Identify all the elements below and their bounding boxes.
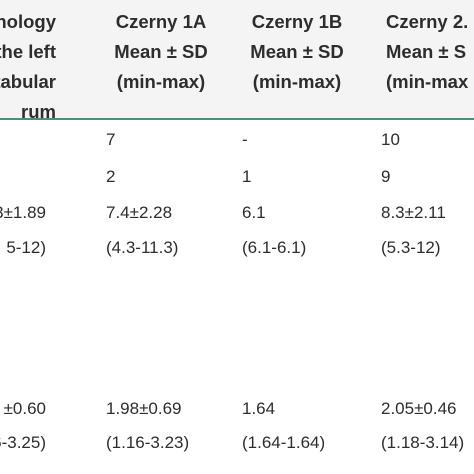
table-cell: 6-3.25): [0, 433, 46, 452]
table-cell: (1.16-3.23): [106, 433, 190, 452]
table-cell: 9: [381, 167, 391, 186]
header-line: etabular: [0, 71, 56, 92]
table-cell: (4.3-11.3): [106, 238, 179, 257]
header-czerny-1b: Czerny 1B Mean ± SD (min-max): [237, 7, 357, 97]
header-line: the left: [0, 41, 56, 62]
header-line: (min-max): [252, 71, 342, 92]
table-cell: 7: [106, 130, 116, 149]
table-header: [0, 0, 474, 118]
table-cell: 6.1: [242, 203, 266, 222]
header-line: Mean ± SD: [114, 41, 208, 62]
header-line: (min-max): [116, 71, 206, 92]
header-line: Czerny 1B: [251, 11, 343, 32]
table-cell: 5-12): [6, 238, 46, 257]
table-cell: (1.18-3.14): [381, 433, 465, 452]
table-cell: 3±1.89: [0, 203, 46, 222]
table-cell: (1.64-1.64): [242, 433, 326, 452]
table-cell: -: [242, 130, 248, 149]
table-cell: (5.3-12): [381, 238, 441, 257]
table-cell: 8.3±2.11: [381, 203, 446, 222]
header-line: Mean ± S: [386, 41, 467, 62]
header-czerny-1a: Czerny 1A Mean ± SD (min-max): [106, 7, 216, 97]
table-cell: 1: [242, 167, 252, 186]
header-line: (min-max: [386, 71, 469, 92]
header-czerny-2: Czerny 2. Mean ± S (min-max: [386, 7, 474, 97]
header-line: rum: [21, 101, 56, 122]
table-cell: ±0.60: [3, 399, 46, 418]
header-line: Mean ± SD: [250, 41, 344, 62]
table-cell: 7.4±2.28: [106, 203, 173, 222]
table-cell: 10: [381, 130, 400, 149]
header-line: thology: [0, 11, 56, 32]
table-cell: 1.98±0.69: [106, 399, 182, 418]
header-pathology-left-acetabular-labrum: thology the left etabular rum: [0, 7, 56, 127]
table-cell: (6.1-6.1): [242, 238, 307, 257]
table-cell: 1.64: [242, 399, 276, 418]
table-cell: 2: [106, 167, 116, 186]
table-cell: 2.05±0.46: [381, 399, 457, 418]
header-line: Czerny 1A: [115, 11, 207, 32]
header-line: Czerny 2.: [386, 11, 469, 32]
header-divider: [0, 118, 474, 120]
